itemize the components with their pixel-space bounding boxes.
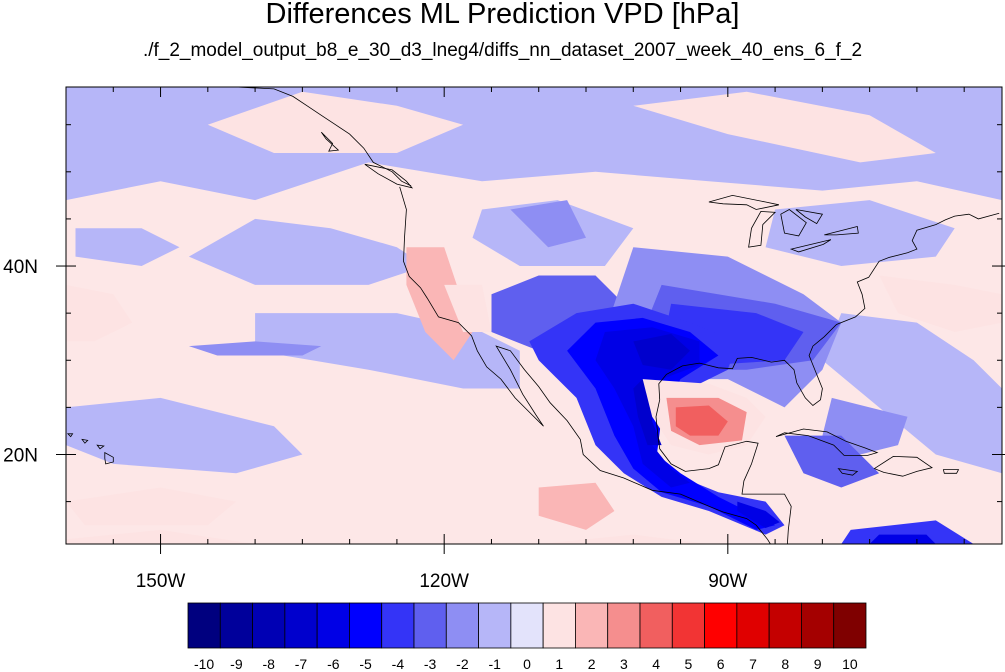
field-pacific-band: [188, 341, 322, 356]
colorbar-label: -9: [230, 656, 243, 672]
colorbar-label: 10: [842, 656, 858, 672]
colorbar-label: -7: [295, 656, 308, 672]
field-great-lakes: [765, 200, 955, 266]
coast-lake-ontario: [824, 226, 859, 236]
coast-atlantic: [658, 212, 1000, 407]
coast-lake-erie: [789, 239, 832, 253]
colorbar-label: -4: [392, 656, 405, 672]
field-nw-pacific: [75, 228, 180, 266]
field-atlantic-ne: [879, 275, 1002, 332]
field-south-caribbean-core: [869, 534, 936, 544]
colorbar-label: 7: [749, 656, 757, 672]
x-tick-label: 150W: [136, 571, 186, 592]
coast-lake-huron: [780, 209, 807, 237]
colorbar-label: -6: [327, 656, 340, 672]
coast-pacific: [399, 186, 771, 544]
coast-gulf-caribbean: [655, 399, 792, 544]
coast-hispaniola: [873, 455, 933, 477]
colorbar-label: -5: [359, 656, 372, 672]
y-tick-label: 40N: [3, 257, 38, 278]
coast-lake-superior: [708, 194, 779, 210]
colorbar-label: 4: [652, 656, 660, 672]
colorbar-swatch: [284, 602, 318, 649]
colorbar-label: -3: [424, 656, 437, 672]
colorbar-label: 8: [781, 656, 789, 672]
colorbar-swatch: [219, 602, 253, 649]
coastlines: [66, 87, 1000, 544]
field-atlantic: [822, 313, 1002, 474]
field-texas-core: [633, 333, 690, 370]
colorbar-label: 3: [620, 656, 628, 672]
field-west-pacific: [66, 284, 133, 342]
colorbar-label: 2: [588, 656, 596, 672]
colorbar-label: -10: [194, 656, 214, 672]
colorbar-swatch: [768, 602, 802, 649]
chart-title: Differences ML Prediction VPD [hPa]: [265, 0, 740, 30]
coast-oahu: [81, 438, 89, 444]
colorbar-label: -2: [456, 656, 469, 672]
coast-jamaica: [837, 468, 859, 476]
colorbar-swatch: [349, 602, 383, 649]
colorbar-label: -1: [488, 656, 501, 672]
coast-cuba: [775, 428, 879, 456]
colorbar-swatch: [575, 602, 609, 649]
colorbar-swatch: [639, 602, 673, 649]
difference-field: [66, 87, 1002, 544]
coast-vancouver-island: [364, 163, 414, 189]
colorbar-swatch: [381, 602, 415, 649]
axis-ticks: 150W 120W 90W 20N 40N: [3, 87, 1005, 592]
colorbar-label: 5: [685, 656, 693, 672]
colorbar-swatch: [252, 602, 286, 649]
colorbar-swatch: [801, 602, 835, 649]
x-tick-label: 120W: [419, 571, 469, 592]
field-california-inland: [444, 284, 492, 332]
colorbar-swatch: [704, 602, 738, 649]
field-south-pacific-east: [538, 534, 709, 544]
coast-kauai: [66, 433, 74, 438]
colorbar-label: 6: [717, 656, 725, 672]
colorbar-label: -8: [262, 656, 275, 672]
field-mexico-core: [633, 379, 662, 446]
field-tropical-pacific: [66, 487, 237, 526]
colorbar-swatch: [445, 602, 479, 649]
field-gulf-alaska: [207, 91, 464, 153]
coast-lake-michigan: [748, 210, 777, 248]
coast-georgian-bay: [795, 209, 824, 225]
chart-subtitle: ./f_2_model_output_b8_e_30_d3_lneg4/diff…: [142, 40, 863, 61]
colorbar-swatch: [316, 602, 350, 649]
colorbar-swatch: [187, 602, 221, 649]
coast-puerto-rico: [942, 469, 960, 474]
colorbar-swatch: [671, 602, 705, 649]
field-california-coast: [406, 247, 473, 361]
colorbar-swatch: [542, 602, 576, 649]
colorbar-swatch: [413, 602, 447, 649]
coast-haida-gwaii: [320, 131, 340, 152]
colorbar-swatch: [833, 602, 867, 649]
field-gulf-warm-core: [675, 405, 728, 436]
colorbar-label: 0: [523, 656, 531, 672]
coast-maui: [96, 444, 105, 450]
field-montana: [510, 200, 586, 248]
colorbar-swatch: [736, 602, 770, 649]
colorbar-label: 9: [814, 656, 822, 672]
field-ne-pacific: [188, 218, 426, 285]
colorbar-swatch: [510, 602, 544, 649]
colorbar-swatch: [607, 602, 641, 649]
colorbar-swatch: [478, 602, 512, 649]
colorbar-label: 1: [555, 656, 563, 672]
y-tick-label: 20N: [3, 445, 38, 466]
coast-hawaii: [104, 451, 114, 465]
x-tick-label: 90W: [708, 571, 747, 592]
map-frame: [65, 86, 1003, 545]
field-west-caribbean: [784, 435, 880, 488]
field-central-america-core: [737, 501, 780, 528]
map-field: [66, 87, 1002, 544]
field-south-caribbean: [841, 520, 974, 544]
coast-northwest: [236, 87, 412, 187]
field-hawaii: [66, 397, 303, 474]
field-hudson: [633, 91, 936, 163]
field-east-pacific: [538, 482, 615, 530]
colorbar: -10 -9 -8 -7 -6 -5 -4 -3 -2 -1 0 1 2 3 4 5 6 7 8 9 10: [187, 602, 867, 672]
